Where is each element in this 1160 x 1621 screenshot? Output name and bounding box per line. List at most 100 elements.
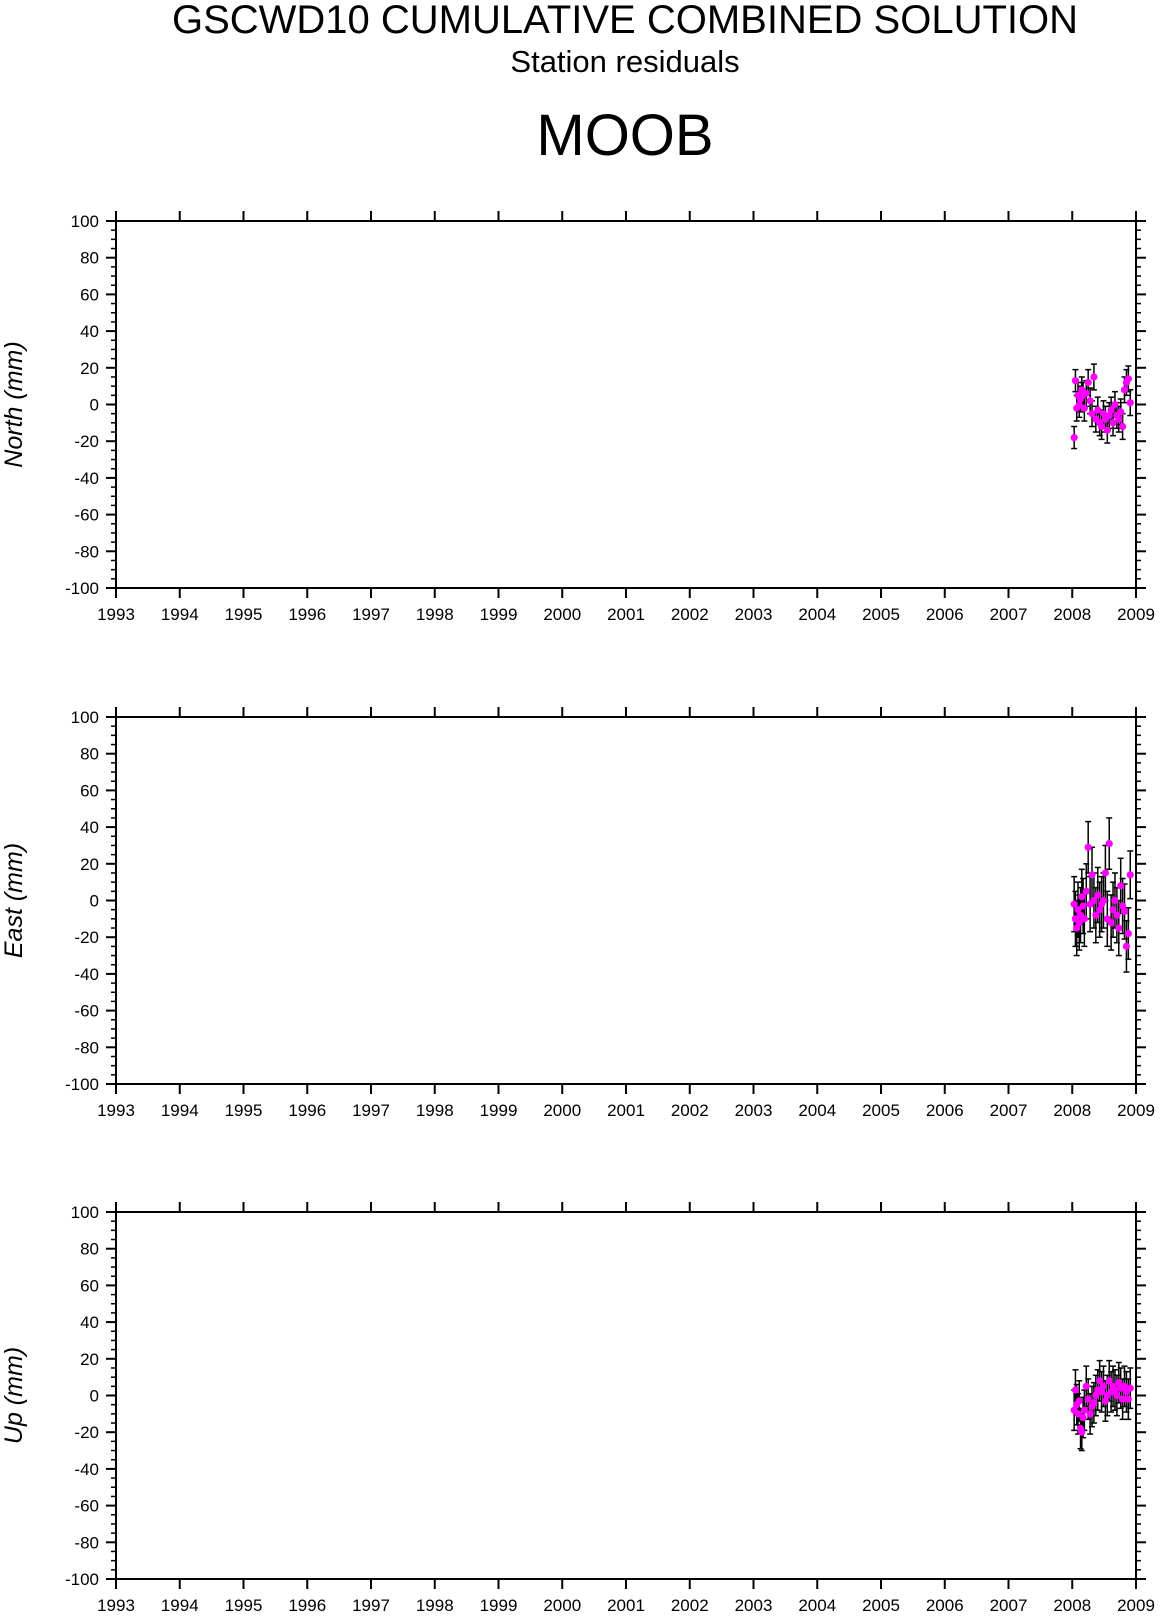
data-point	[1115, 415, 1123, 423]
data-point	[1115, 924, 1123, 932]
x-tick-label: 2007	[990, 1101, 1028, 1120]
data-point	[1099, 1382, 1108, 1390]
x-tick-label: 2006	[926, 1596, 964, 1615]
y-tick-label: -100	[65, 579, 99, 598]
y-tick-label: -100	[65, 1075, 99, 1094]
x-tick-label: 2003	[735, 605, 773, 624]
y-tick-label: 40	[80, 1313, 99, 1332]
x-tick-label: 2003	[735, 1101, 773, 1120]
data-point	[1105, 411, 1113, 420]
y-tick-label: 100	[71, 212, 99, 231]
y-tick-label: -20	[74, 432, 99, 451]
north-panel: 1993 1994 1995 1996 1997 1998 1999 2000 2001 2002…	[0, 211, 1155, 624]
data-point	[1094, 891, 1102, 899]
data-point	[1101, 869, 1109, 877]
x-tick-label: 2006	[926, 605, 964, 624]
x-tick-label: 2001	[607, 605, 645, 624]
y-tick-label: 40	[80, 322, 99, 341]
station-name: MOOB	[536, 103, 713, 168]
data-point	[1096, 906, 1104, 914]
y-tick-label: 0	[90, 892, 99, 911]
y-tick-label: -80	[74, 1038, 99, 1057]
data-point	[1124, 1395, 1132, 1403]
data-point	[1084, 1395, 1092, 1403]
x-tick-label: 2005	[862, 1596, 900, 1615]
data-point	[1103, 426, 1111, 434]
x-tick-label: 2007	[990, 1596, 1028, 1615]
y-tick-label: -60	[74, 1002, 99, 1021]
data-point	[1075, 400, 1083, 409]
plot-frame	[115, 716, 1137, 1085]
data-point	[1084, 378, 1092, 387]
data-point	[1105, 1377, 1113, 1385]
y-tick-label: -40	[74, 469, 99, 488]
data-point	[1107, 406, 1115, 414]
data-point	[1070, 900, 1078, 908]
x-tick-label: 1995	[225, 1101, 263, 1120]
plot-frame	[115, 220, 1137, 589]
x-tick-label: 1994	[161, 1101, 199, 1120]
y-tick-label: -60	[74, 1497, 99, 1516]
y-tick-label: 40	[80, 818, 99, 837]
data-point	[1097, 422, 1106, 431]
data-point	[1090, 373, 1098, 381]
data-point	[1092, 1391, 1100, 1400]
x-tick-label: 2008	[1053, 1101, 1091, 1120]
y-tick-label: 20	[80, 855, 99, 874]
y-tick-label: 100	[71, 708, 99, 727]
data-point	[1119, 1395, 1127, 1403]
x-tick-label: 2000	[543, 1596, 581, 1615]
data-point	[1111, 400, 1119, 409]
x-tick-label: 1998	[416, 1596, 454, 1615]
y-tick-label: -40	[74, 965, 99, 984]
data-point	[1119, 422, 1127, 431]
x-tick-label: 2000	[543, 1101, 581, 1120]
data-point	[1109, 419, 1117, 427]
x-tick-label: 1995	[225, 605, 263, 624]
y-tick-label: 100	[71, 1203, 99, 1222]
y-tick-label: 60	[80, 781, 99, 800]
x-tick-label: 1996	[288, 605, 326, 624]
x-tick-label: 2004	[798, 1596, 836, 1615]
data-point	[1126, 1384, 1134, 1392]
data-point	[1075, 1397, 1083, 1405]
data-point	[1080, 1406, 1088, 1414]
y-tick-label: -40	[74, 1460, 99, 1479]
y-tick-label: 20	[80, 359, 99, 378]
figure-title: GSCWD10 CUMULATIVE COMBINED SOLUTION	[172, 0, 1078, 42]
figure-subtitle: Station residuals	[510, 44, 739, 79]
data-point	[1090, 1399, 1098, 1407]
y-tick-label: 80	[80, 745, 99, 764]
y-tick-label: -60	[74, 506, 99, 525]
y-tick-label: 60	[80, 1276, 99, 1295]
data-point	[1088, 410, 1096, 418]
data-point	[1094, 406, 1102, 414]
x-tick-label: 1998	[416, 605, 454, 624]
x-tick-label: 1998	[416, 1101, 454, 1120]
data-point	[1086, 1410, 1094, 1418]
data-point	[1070, 433, 1078, 442]
data-point	[1117, 408, 1125, 416]
x-tick-label: 2002	[671, 1101, 709, 1120]
data-point	[1074, 1410, 1082, 1418]
x-tick-label: 1994	[161, 605, 199, 624]
east-panel: 1993 1994 1995 1996 1997 1998 1999 2000 2001 2002…	[0, 707, 1155, 1120]
data-point	[1111, 896, 1119, 905]
y-tick-label: 0	[90, 396, 99, 415]
x-tick-label: 1993	[97, 1101, 135, 1120]
x-tick-label: 2009	[1117, 605, 1155, 624]
data-point	[1073, 924, 1081, 932]
data-point	[1097, 1388, 1106, 1396]
x-tick-label: 1993	[97, 1596, 135, 1615]
x-tick-label: 1994	[161, 1596, 199, 1615]
data-point	[1071, 1386, 1080, 1394]
x-tick-label: 1999	[480, 1101, 518, 1120]
data-point	[1079, 1413, 1087, 1422]
x-tick-label: 2005	[862, 605, 900, 624]
y-tick-label: -80	[74, 1533, 99, 1552]
data-point	[1099, 410, 1108, 418]
y-tick-label: -100	[65, 1570, 99, 1589]
x-tick-label: 2007	[990, 605, 1028, 624]
data-point	[1079, 902, 1087, 910]
up-panel: 1993 1994 1995 1996 1997 1998 1999 2000 2001 2002…	[0, 1202, 1155, 1615]
